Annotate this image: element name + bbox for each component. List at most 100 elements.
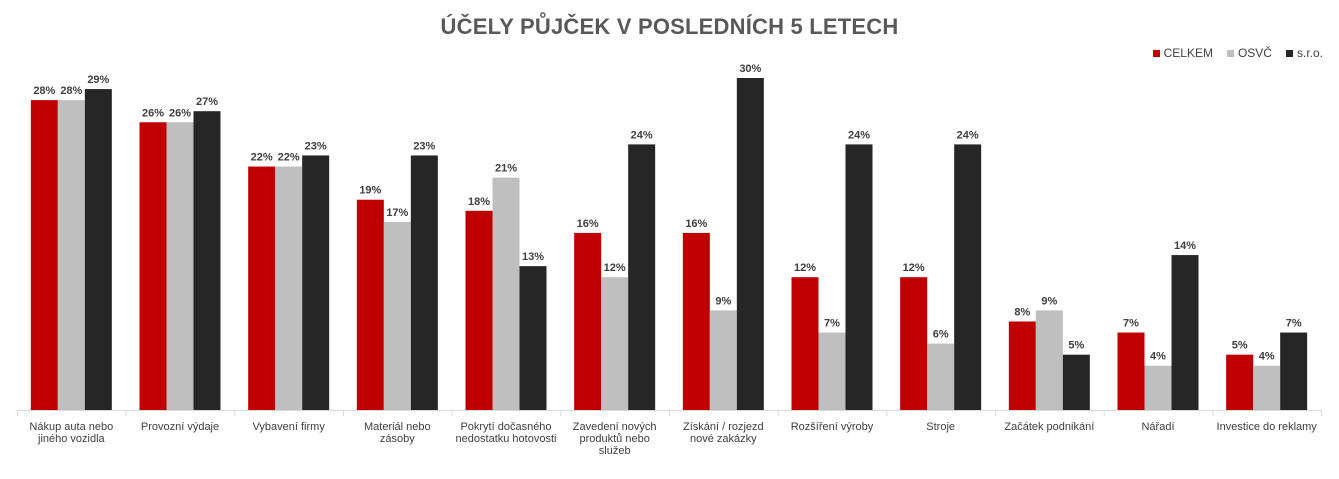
data-label: 26%: [169, 107, 191, 119]
legend-swatch-celkem: [1152, 49, 1160, 57]
data-label: 13%: [522, 251, 544, 263]
bar-celkem-11: [1226, 354, 1254, 410]
data-label: 16%: [577, 218, 599, 230]
bar-celkem-9: [1008, 321, 1036, 410]
bar-celkem-2: [248, 166, 276, 410]
data-label: 24%: [631, 129, 653, 141]
x-tick-label: služeb: [599, 445, 631, 457]
bar-osv-3: [383, 221, 411, 410]
data-label: 7%: [1123, 318, 1139, 330]
bar-osv-6: [709, 310, 737, 410]
data-label: 28%: [60, 85, 82, 97]
bar-sro-0: [84, 89, 112, 411]
x-tick-label: Pokrytí dočasného: [460, 421, 551, 433]
bar-sro-1: [193, 111, 221, 410]
data-label: 30%: [739, 63, 761, 75]
x-tick-label: Získání / rozjezd: [683, 421, 764, 433]
x-tick-label: Vybavení firmy: [252, 421, 325, 433]
x-tick-label: produktů nebo: [579, 433, 649, 445]
bar-sro-2: [302, 155, 330, 410]
bar-sro-4: [519, 266, 547, 410]
legend-swatch-osvc: [1226, 49, 1234, 57]
bar-sro-9: [1062, 354, 1090, 410]
legend-item-celkem: CELKEM: [1152, 46, 1213, 60]
data-label: 6%: [933, 329, 949, 341]
x-tick-label: jiného vozidla: [37, 433, 106, 445]
data-label: 22%: [251, 152, 273, 164]
data-label: 5%: [1068, 340, 1084, 352]
bar-celkem-0: [30, 100, 58, 410]
data-label: 4%: [1259, 351, 1275, 363]
bar-celkem-8: [900, 277, 928, 410]
bar-osv-1: [166, 122, 194, 411]
x-tick-label: Začátek podnikání: [1004, 421, 1094, 433]
bar-osv-2: [275, 166, 303, 410]
bar-celkem-1: [139, 122, 167, 411]
bar-osv-4: [492, 177, 520, 410]
bar-osv-0: [57, 100, 85, 410]
bar-osv-5: [601, 277, 629, 410]
bar-sro-3: [410, 155, 438, 410]
data-label: 4%: [1150, 351, 1166, 363]
legend-item-osvc: OSVČ: [1226, 46, 1272, 60]
bar-celkem-4: [465, 210, 493, 410]
data-label: 8%: [1014, 306, 1030, 318]
bar-sro-8: [954, 144, 982, 410]
data-label: 9%: [715, 295, 731, 307]
data-label: 27%: [196, 96, 218, 108]
bar-celkem-7: [791, 277, 819, 410]
legend-swatch-sro: [1285, 49, 1293, 57]
data-label: 18%: [468, 196, 490, 208]
data-label: 14%: [1174, 240, 1196, 252]
data-label: 28%: [33, 85, 55, 97]
x-tick-label: Investice do reklamy: [1217, 421, 1318, 433]
data-label: 22%: [278, 152, 300, 164]
x-tick-label: Zavedení nových: [573, 421, 657, 433]
data-label: 7%: [824, 318, 840, 330]
x-tick-label: Nářadí: [1141, 421, 1174, 433]
data-label: 17%: [386, 207, 408, 219]
bar-osv-8: [927, 343, 955, 410]
data-label: 23%: [413, 140, 435, 152]
x-tick-label: Nákup auta nebo: [29, 421, 113, 433]
data-label: 29%: [87, 74, 109, 86]
x-tick-label: nedostatku hotovosti: [456, 433, 557, 445]
x-tick-label: nové zakázky: [690, 433, 757, 445]
data-label: 12%: [903, 262, 925, 274]
x-tick-label: Materiál nebo: [364, 421, 431, 433]
legend-item-sro: s.r.o.: [1285, 46, 1323, 60]
bar-osv-10: [1144, 365, 1172, 410]
data-label: 19%: [359, 185, 381, 197]
data-label: 12%: [604, 262, 626, 274]
data-label: 24%: [957, 129, 979, 141]
x-tick-label: Provozní výdaje: [141, 421, 219, 433]
x-tick-label: Rozšíření výroby: [791, 421, 874, 433]
data-label: 23%: [305, 140, 327, 152]
data-label: 5%: [1232, 340, 1248, 352]
bar-sro-11: [1280, 332, 1308, 410]
x-tick-label: zásoby: [380, 433, 415, 445]
bar-osv-9: [1035, 310, 1063, 410]
bar-sro-7: [845, 144, 873, 410]
legend-label-celkem: CELKEM: [1163, 46, 1213, 60]
legend: CELKEM OSVČ s.r.o.: [1152, 46, 1323, 60]
legend-label-sro: s.r.o.: [1296, 46, 1323, 60]
bar-celkem-6: [682, 232, 710, 410]
data-label: 21%: [495, 163, 517, 175]
bar-osv-7: [818, 332, 846, 410]
bar-sro-10: [1171, 255, 1199, 410]
data-label: 7%: [1286, 318, 1302, 330]
bar-sro-5: [628, 144, 656, 410]
bar-celkem-10: [1117, 332, 1145, 410]
legend-label-osvc: OSVČ: [1237, 46, 1272, 60]
chart-title: ÚČELY PŮJČEK V POSLEDNÍCH 5 LETECH: [440, 14, 899, 39]
data-label: 26%: [142, 107, 164, 119]
data-label: 9%: [1041, 295, 1057, 307]
x-tick-label: Stroje: [926, 421, 955, 433]
data-label: 24%: [848, 129, 870, 141]
bar-osv-11: [1253, 365, 1281, 410]
bar-celkem-3: [356, 199, 384, 410]
data-label: 12%: [794, 262, 816, 274]
